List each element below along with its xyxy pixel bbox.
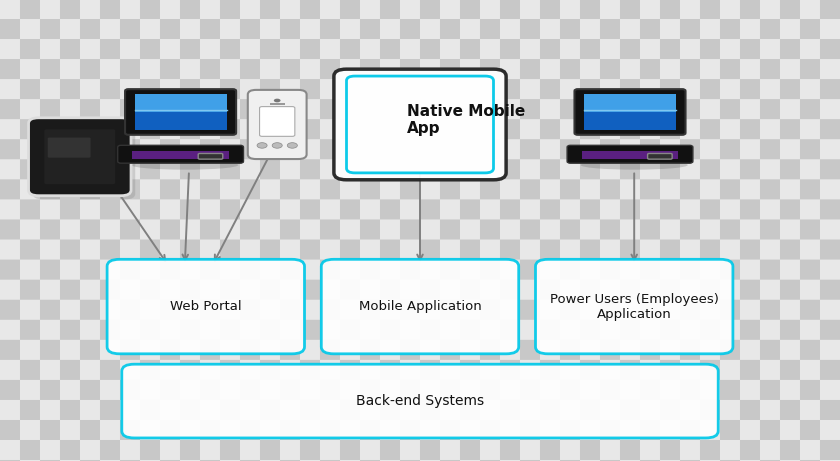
- Circle shape: [287, 143, 297, 148]
- Bar: [134, 94, 227, 112]
- Bar: [582, 151, 678, 159]
- FancyBboxPatch shape: [122, 364, 718, 438]
- Text: Back-end Systems: Back-end Systems: [356, 394, 484, 408]
- FancyBboxPatch shape: [575, 89, 685, 135]
- Circle shape: [257, 143, 267, 148]
- Bar: [134, 112, 227, 130]
- FancyBboxPatch shape: [45, 129, 115, 184]
- Bar: [584, 94, 676, 112]
- FancyBboxPatch shape: [347, 76, 494, 173]
- Text: Power Users (Employees)
Application: Power Users (Employees) Application: [549, 293, 719, 320]
- Bar: [584, 112, 676, 130]
- FancyBboxPatch shape: [125, 89, 236, 135]
- FancyBboxPatch shape: [33, 122, 135, 200]
- Circle shape: [272, 143, 282, 148]
- Bar: [270, 103, 285, 105]
- Text: Mobile Application: Mobile Application: [359, 300, 481, 313]
- FancyBboxPatch shape: [29, 118, 131, 195]
- Bar: [133, 151, 228, 159]
- Text: Web Portal: Web Portal: [170, 300, 242, 313]
- FancyBboxPatch shape: [108, 259, 305, 354]
- Ellipse shape: [131, 160, 239, 170]
- FancyBboxPatch shape: [334, 69, 506, 180]
- FancyBboxPatch shape: [322, 259, 518, 354]
- FancyBboxPatch shape: [260, 106, 295, 136]
- FancyBboxPatch shape: [118, 145, 244, 163]
- FancyBboxPatch shape: [648, 154, 672, 159]
- Circle shape: [274, 99, 281, 102]
- Text: Native Mobile
App: Native Mobile App: [407, 104, 526, 136]
- FancyBboxPatch shape: [536, 259, 732, 354]
- Ellipse shape: [580, 160, 688, 170]
- FancyBboxPatch shape: [48, 137, 91, 158]
- FancyBboxPatch shape: [198, 154, 223, 159]
- FancyBboxPatch shape: [567, 145, 693, 163]
- FancyBboxPatch shape: [248, 90, 307, 159]
